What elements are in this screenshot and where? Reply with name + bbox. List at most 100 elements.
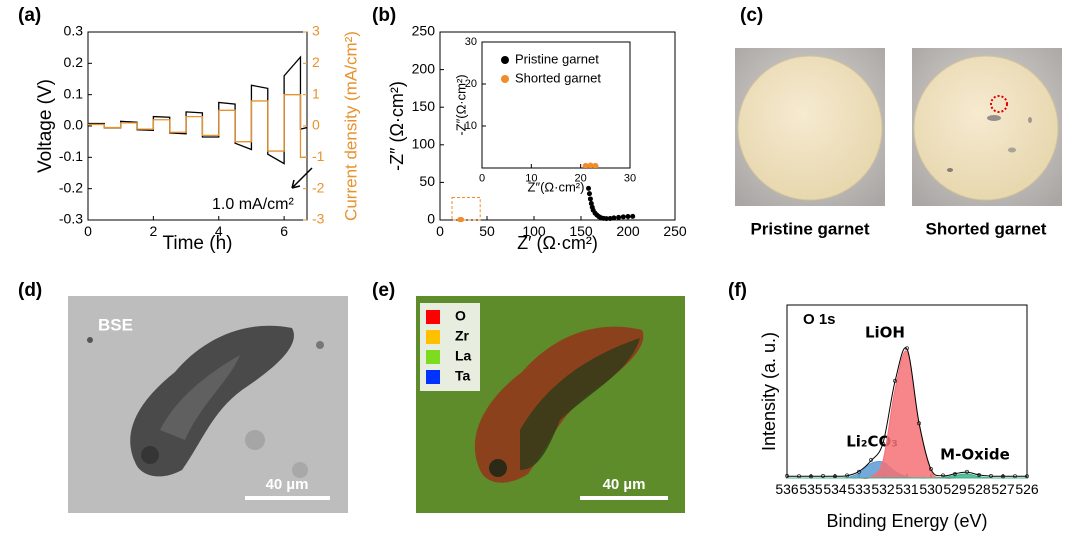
- x-tick-label: 534: [823, 481, 847, 497]
- caption: Pristine garnet: [750, 219, 869, 238]
- data-point: [620, 214, 626, 220]
- x-tick-label: 0: [84, 223, 92, 239]
- x-tick-label: 200: [616, 223, 640, 239]
- x-tick-label: 150: [569, 223, 593, 239]
- raw-point: [1025, 474, 1029, 479]
- data-point: [592, 162, 599, 168]
- y-tick-label: 100: [412, 136, 436, 152]
- raw-point: [953, 472, 957, 476]
- legend-label: Zr: [455, 328, 470, 344]
- x-tick-label: 527: [991, 481, 1015, 497]
- y2-tick-label: -2: [312, 179, 325, 195]
- raw-point: [905, 346, 909, 351]
- x-axis-label: Binding Energy (eV): [826, 511, 987, 531]
- data-point: [611, 215, 617, 221]
- x-tick-label: 530: [919, 481, 943, 497]
- panel-label: (b): [372, 5, 396, 26]
- y-axis-label: Voltage (V): [35, 79, 56, 173]
- x-tick-label: 20: [575, 173, 587, 185]
- photo-shorted: [912, 48, 1062, 206]
- x-tick-label: 536: [775, 481, 799, 497]
- raw-point: [929, 467, 933, 471]
- legend-marker: [501, 75, 509, 83]
- x-tick-label: 535: [799, 481, 823, 497]
- x-axis-label: Z′ (Ω·cm²): [517, 233, 598, 253]
- inset-points: [582, 162, 599, 168]
- panel-label: (e): [372, 280, 395, 301]
- legend-swatch: [426, 310, 440, 324]
- x-tick-label: 30: [624, 173, 636, 185]
- x-tick-label: 2: [149, 223, 157, 239]
- data-point: [587, 196, 593, 202]
- data-point: [582, 162, 589, 168]
- y2-axis-label: Current density (mA/cm²): [341, 31, 360, 221]
- y2-tick-label: 0: [312, 117, 320, 133]
- y2-tick-label: 2: [312, 54, 320, 70]
- x-tick-label: 250: [663, 223, 687, 239]
- raw-point: [785, 474, 789, 478]
- raw-point: [881, 441, 885, 446]
- peak-area: [787, 473, 1027, 479]
- panel-label: (c): [740, 5, 763, 26]
- raw-point: [869, 458, 873, 462]
- x-tick-label: 533: [847, 481, 871, 497]
- x-tick-label: 10: [525, 173, 537, 185]
- x-tick-label: 0: [436, 223, 444, 239]
- image-tag: BSE: [98, 315, 133, 334]
- inset-y-label: -Z″(Ω·cm²): [453, 74, 468, 135]
- plot-frame: [439, 31, 676, 221]
- x-tick-label: 100: [522, 223, 546, 239]
- annotation: 1.0 mA/cm²: [212, 196, 294, 213]
- raw-point: [797, 474, 801, 478]
- y2-tick-label: -3: [312, 211, 325, 227]
- x-tick-label: 526: [1015, 481, 1039, 497]
- y-tick-label: 250: [412, 23, 436, 39]
- raw-point: [857, 469, 861, 474]
- y-tick-label: 200: [412, 60, 436, 76]
- legend-swatch: [426, 350, 440, 364]
- scale-bar-label: 40 µm: [603, 476, 646, 493]
- raw-point: [977, 473, 981, 477]
- raw-point: [1001, 474, 1005, 479]
- y2-tick-label: -1: [312, 148, 325, 164]
- legend-label: O: [455, 308, 466, 324]
- y-tick-label: 30: [465, 36, 477, 48]
- legend-label: Pristine garnet: [515, 51, 599, 66]
- y-tick-label: 150: [412, 98, 436, 114]
- raw-point: [965, 469, 969, 474]
- x-tick-label: 4: [215, 223, 223, 239]
- data-point: [625, 214, 631, 220]
- peak-label: M-Oxide: [940, 446, 1010, 464]
- envelope-line: [787, 347, 1027, 477]
- eds-legend: O Zr La Ta: [420, 303, 480, 391]
- raw-point: [893, 378, 897, 383]
- legend-label: Ta: [455, 368, 471, 384]
- data-point: [586, 191, 592, 197]
- data-point: [588, 200, 594, 206]
- x-tick-label: 0: [479, 173, 485, 185]
- y-tick-label: 10: [465, 120, 477, 132]
- annotation-arrow: [291, 167, 313, 189]
- x-tick-label: 532: [871, 481, 895, 497]
- scale-bar-label: 40 µm: [266, 476, 309, 493]
- peak-label: LiOH: [865, 324, 905, 342]
- legend-swatch: [426, 330, 440, 344]
- data-line: [88, 94, 307, 158]
- legend-swatch: [426, 370, 440, 384]
- x-tick-label: 50: [479, 223, 495, 239]
- legend-label: La: [455, 348, 472, 364]
- y-axis-label: Intensity (a. u.): [759, 332, 779, 451]
- y-tick-label: 0.2: [64, 54, 84, 70]
- raw-point: [845, 473, 849, 478]
- x-tick-label: 529: [943, 481, 967, 497]
- legend-marker: [501, 56, 509, 64]
- panel-label: (a): [18, 5, 41, 26]
- y2-tick-label: 1: [312, 85, 320, 101]
- raw-point: [821, 474, 825, 478]
- y2-tick-label: 3: [312, 23, 320, 39]
- y-tick-label: 0.0: [64, 117, 84, 133]
- y-axis-label: -Z″ (Ω·cm²): [387, 81, 407, 171]
- data-point: [607, 215, 613, 221]
